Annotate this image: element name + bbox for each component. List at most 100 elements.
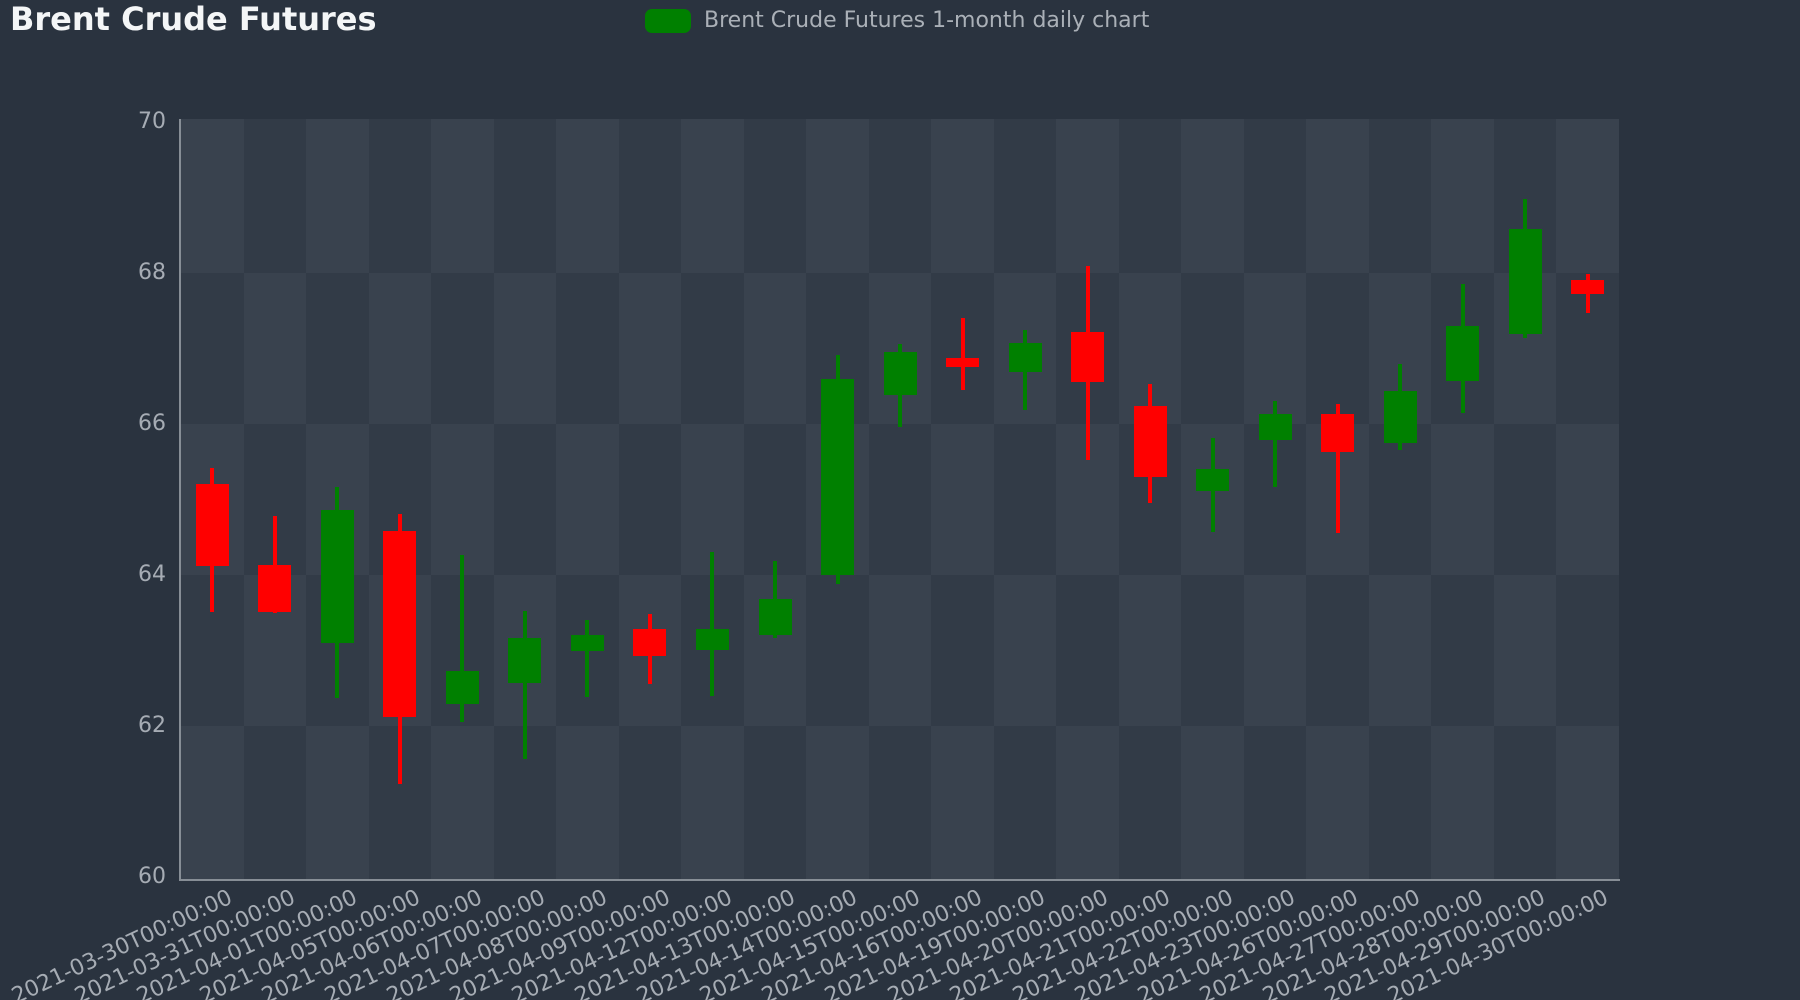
y-tick-label: 66: [138, 411, 166, 436]
plot-grid-cell: [556, 424, 620, 575]
plot-grid-cell: [431, 119, 495, 273]
plot-grid-cell: [556, 119, 620, 273]
plot-grid-cell: [1493, 726, 1557, 879]
plot-grid-cell: [993, 575, 1057, 726]
plot-grid-cell: [618, 726, 682, 879]
legend-label: Brent Crude Futures 1-month daily chart: [704, 8, 1150, 33]
candle-body: [195, 484, 229, 566]
plot-grid-cell: [556, 726, 620, 879]
y-tick-label: 70: [138, 109, 166, 134]
plot-grid-cell: [1431, 726, 1495, 879]
plot-grid-cell: [743, 726, 807, 879]
plot-grid-cell: [681, 424, 745, 575]
candle-body: [1258, 414, 1292, 440]
candle-wick: [960, 318, 965, 390]
plot-grid-cell: [1181, 726, 1245, 879]
y-tick-label: 62: [138, 713, 166, 738]
plot-grid-cell: [1556, 575, 1620, 726]
candle-body: [633, 629, 667, 656]
candle-wick: [272, 516, 277, 613]
plot-grid-cell: [1118, 575, 1182, 726]
y-axis-line: [179, 119, 181, 881]
candle-body: [821, 378, 854, 575]
plot-grid-cell: [681, 273, 745, 424]
candle-body: [1008, 342, 1042, 372]
candle-wick: [1273, 400, 1278, 488]
legend-swatch: [645, 8, 691, 33]
plot-grid-cell: [618, 119, 682, 273]
plot-grid-cell: [618, 424, 682, 575]
candle-body: [570, 634, 604, 652]
page-title: Brent Crude Futures: [10, 0, 377, 38]
candle-body: [695, 629, 729, 650]
plot-grid-cell: [806, 575, 870, 726]
candle-body: [946, 357, 979, 368]
plot-grid-cell: [1243, 119, 1307, 273]
plot-grid-cell: [618, 273, 682, 424]
plot-grid-cell: [368, 119, 432, 273]
plot-grid-cell: [1056, 726, 1120, 879]
plot-grid-cell: [243, 119, 307, 273]
plot-grid-cell: [1306, 273, 1370, 424]
plot-grid-cell: [1181, 273, 1245, 424]
legend: Brent Crude Futures 1-month daily chart: [645, 8, 1149, 33]
plot-grid-cell: [1556, 119, 1620, 273]
plot-grid-cell: [1056, 575, 1120, 726]
plot-grid-cell: [306, 119, 370, 273]
plot-grid-cell: [181, 726, 245, 879]
plot-grid-cell: [431, 726, 495, 879]
plot-grid-cell: [868, 424, 932, 575]
candle-wick: [585, 619, 590, 698]
plot-grid-cell: [181, 273, 245, 424]
y-tick-label: 64: [138, 562, 166, 587]
plot-grid-cell: [1493, 575, 1557, 726]
plot-grid-cell: [993, 119, 1057, 273]
plot-grid-cell: [1306, 726, 1370, 879]
candle-body: [320, 510, 354, 643]
plot-grid-cell: [1181, 119, 1245, 273]
plot-grid-cell: [868, 726, 932, 879]
candle-body: [445, 670, 479, 705]
plot-grid-cell: [243, 726, 307, 879]
plot-grid-cell: [556, 273, 620, 424]
candle-body: [1571, 279, 1605, 295]
plot-grid-cell: [306, 726, 370, 879]
candle-wick: [710, 552, 715, 696]
plot-grid-cell: [1368, 119, 1432, 273]
y-tick-label: 68: [138, 260, 166, 285]
plot-grid-cell: [1243, 273, 1307, 424]
plot-grid-cell: [493, 424, 557, 575]
candle-body: [383, 531, 417, 717]
plot-grid-cell: [1056, 119, 1120, 273]
plot-grid-cell: [1556, 726, 1620, 879]
plot-grid-cell: [1306, 119, 1370, 273]
plot-grid-cell: [493, 273, 557, 424]
plot-grid-cell: [1556, 424, 1620, 575]
candle-body: [508, 638, 542, 683]
candle-body: [1071, 331, 1105, 382]
candle-wick: [460, 554, 465, 723]
plot-grid-cell: [993, 424, 1057, 575]
plot-grid-cell: [806, 726, 870, 879]
plot-grid-cell: [743, 119, 807, 273]
plot-grid-cell: [431, 273, 495, 424]
plot-grid-cell: [1493, 424, 1557, 575]
candle-body: [758, 599, 792, 635]
candle-body: [1383, 390, 1417, 443]
plot-grid-cell: [1243, 575, 1307, 726]
plot-grid-cell: [931, 726, 995, 879]
plot-grid-cell: [681, 119, 745, 273]
plot-grid-cell: [1431, 424, 1495, 575]
candle-wick: [522, 610, 527, 759]
plot-grid-cell: [181, 119, 245, 273]
candle-wick: [1335, 404, 1340, 533]
plot-grid-cell: [868, 119, 932, 273]
plot-area: [181, 119, 1620, 879]
candle-body: [1196, 468, 1230, 492]
plot-grid-cell: [1368, 575, 1432, 726]
plot-grid-cell: [1431, 119, 1495, 273]
candle-body: [883, 352, 917, 396]
plot-grid-cell: [993, 726, 1057, 879]
candle-body: [1508, 228, 1542, 335]
